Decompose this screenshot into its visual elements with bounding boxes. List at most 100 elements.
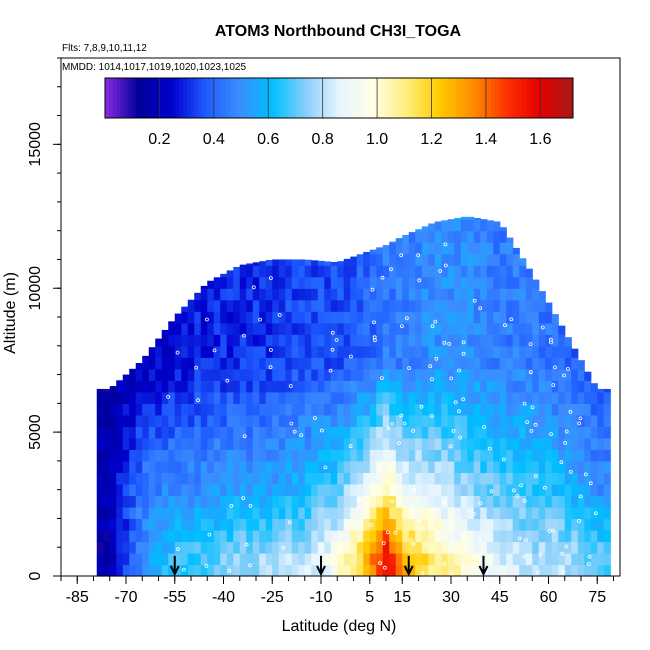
heatmap-cell bbox=[415, 403, 423, 416]
heatmap-cell bbox=[369, 322, 377, 335]
heatmap-cell bbox=[486, 334, 494, 347]
heatmap-cell bbox=[402, 414, 410, 427]
heatmap-cell bbox=[109, 529, 117, 543]
heatmap-cell bbox=[590, 426, 598, 439]
heatmap-cell bbox=[480, 414, 488, 427]
heatmap-cell bbox=[473, 311, 481, 324]
heatmap-cell bbox=[545, 311, 553, 324]
heatmap-cell bbox=[369, 357, 377, 370]
heatmap-cell bbox=[473, 242, 481, 255]
heatmap-cell bbox=[350, 311, 358, 324]
heatmap-cell bbox=[298, 334, 306, 347]
heatmap-cell bbox=[233, 311, 241, 324]
heatmap-cell bbox=[389, 529, 397, 543]
heatmap-cell bbox=[278, 311, 286, 324]
heatmap-cell bbox=[194, 380, 202, 393]
heatmap-cell bbox=[311, 449, 319, 462]
heatmap-cell bbox=[467, 299, 475, 312]
x-tick-label: 60 bbox=[540, 589, 558, 606]
heatmap-cell bbox=[337, 518, 345, 531]
heatmap-cell bbox=[298, 552, 306, 566]
heatmap-cell bbox=[291, 334, 299, 347]
heatmap-cell bbox=[499, 506, 507, 520]
heatmap-cell bbox=[434, 437, 442, 450]
heatmap-cell bbox=[441, 220, 449, 232]
heatmap-cell bbox=[421, 506, 429, 520]
heatmap-cell bbox=[376, 276, 384, 289]
heatmap-cell bbox=[382, 460, 390, 473]
colorbar-segment bbox=[144, 78, 149, 118]
heatmap-cell bbox=[473, 564, 481, 577]
heatmap-cell bbox=[493, 541, 501, 554]
sample-point bbox=[458, 435, 463, 440]
heatmap-cell bbox=[473, 506, 481, 520]
colorbar-segment bbox=[342, 78, 348, 118]
heatmap-cell bbox=[584, 529, 592, 543]
colorbar-segment bbox=[448, 78, 453, 118]
heatmap-cell bbox=[428, 437, 436, 450]
heatmap-cell bbox=[278, 259, 286, 266]
heatmap-cell bbox=[525, 529, 533, 543]
colorbar-segment bbox=[381, 78, 387, 118]
heatmap-cell bbox=[220, 391, 228, 404]
heatmap-cell bbox=[246, 345, 254, 358]
heatmap-cell bbox=[304, 518, 312, 531]
heatmap-cell bbox=[421, 368, 429, 381]
heatmap-cell bbox=[480, 357, 488, 370]
heatmap-cell bbox=[506, 334, 514, 347]
heatmap-cell bbox=[408, 232, 416, 243]
heatmap-cell bbox=[168, 391, 176, 404]
heatmap-cell bbox=[122, 529, 130, 543]
heatmap-cell bbox=[454, 218, 462, 220]
heatmap-cell bbox=[467, 219, 475, 232]
heatmap-cell bbox=[174, 529, 182, 543]
heatmap-cell bbox=[363, 265, 371, 278]
heatmap-cell bbox=[304, 299, 312, 312]
heatmap-cell bbox=[161, 518, 169, 531]
heatmap-cell bbox=[545, 495, 553, 508]
heatmap-cell bbox=[129, 506, 137, 520]
heatmap-cell bbox=[480, 380, 488, 393]
heatmap-cell bbox=[311, 357, 319, 370]
heatmap-cell bbox=[590, 552, 598, 566]
colorbar-segment bbox=[264, 78, 270, 118]
heatmap-cell bbox=[122, 518, 130, 531]
heatmap-cell bbox=[441, 265, 449, 278]
heatmap-cell bbox=[395, 253, 403, 266]
heatmap-cell bbox=[467, 230, 475, 243]
heatmap-cell bbox=[272, 483, 280, 497]
heatmap-cell bbox=[545, 414, 553, 427]
heatmap-cell bbox=[129, 368, 137, 381]
heatmap-cell bbox=[402, 552, 410, 566]
heatmap-cell bbox=[584, 449, 592, 462]
heatmap-cell bbox=[545, 302, 553, 312]
sample-point bbox=[501, 457, 506, 462]
heatmap-cell bbox=[434, 426, 442, 439]
sample-point bbox=[390, 422, 395, 426]
heatmap-cell bbox=[337, 345, 345, 358]
heatmap-cell bbox=[272, 380, 280, 393]
heatmap-cell bbox=[142, 495, 150, 508]
sample-point bbox=[204, 564, 209, 568]
heatmap-cell bbox=[252, 334, 260, 347]
heatmap-cell bbox=[304, 449, 312, 462]
heatmap-cell bbox=[558, 472, 566, 485]
heatmap-cell bbox=[434, 483, 442, 497]
sample-point bbox=[319, 428, 324, 433]
heatmap-cell bbox=[291, 380, 299, 393]
heatmap-cell bbox=[311, 288, 319, 301]
heatmap-cell bbox=[187, 472, 195, 485]
heatmap-cell bbox=[207, 299, 215, 312]
sample-point bbox=[389, 267, 393, 272]
colorbar-segment bbox=[155, 78, 161, 118]
heatmap-cell bbox=[558, 334, 566, 347]
heatmap-cell bbox=[506, 265, 514, 278]
heatmap-cell bbox=[499, 495, 507, 508]
heatmap-cell bbox=[473, 230, 481, 243]
heatmap-cell bbox=[447, 288, 455, 301]
heatmap-cell bbox=[499, 334, 507, 347]
heatmap-cell bbox=[571, 357, 579, 370]
heatmap-cell bbox=[460, 216, 468, 220]
heatmap-cell bbox=[135, 552, 143, 566]
heatmap-cell bbox=[460, 288, 468, 301]
